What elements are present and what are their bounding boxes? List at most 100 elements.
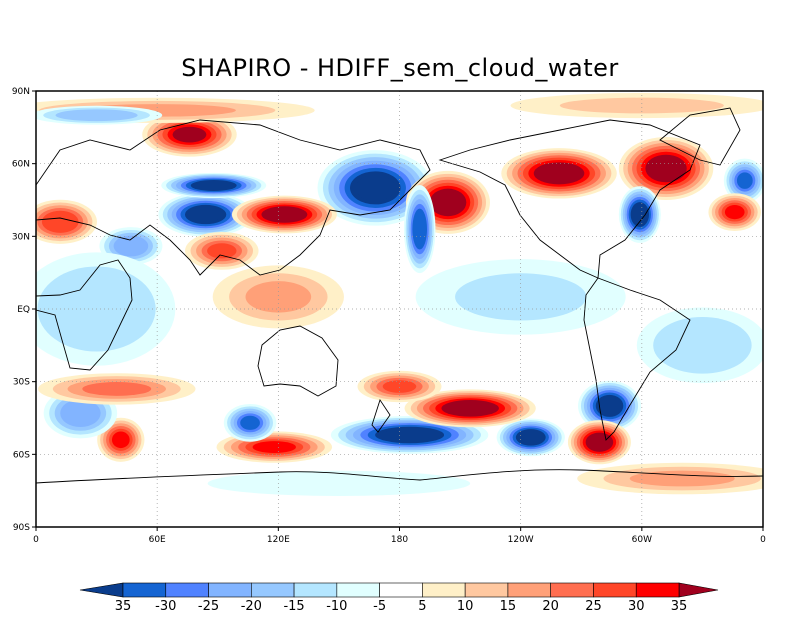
coastline-south-america <box>583 277 691 441</box>
y-tick-label: 60S <box>13 450 30 460</box>
coastline-eurasia <box>36 119 431 276</box>
colorbar-swatch <box>422 582 466 598</box>
colorbar-swatch <box>208 582 252 598</box>
colorbar-swatch <box>593 582 637 598</box>
contour-level <box>266 208 303 222</box>
contour-feature <box>158 192 253 237</box>
contour-feature <box>330 416 489 454</box>
contour-feature <box>357 370 442 403</box>
coastline-north-america <box>438 119 701 279</box>
colorbar-label: -25 <box>198 599 219 614</box>
colorbar: 35 -30 -25 -20 -15 -10 -5 5 10 15 20 25 30 35 <box>79 582 719 614</box>
y-tick-label: 30N <box>12 232 30 242</box>
contour-level <box>245 281 312 313</box>
colorbar-swatch <box>165 582 209 598</box>
colorbar-label: 35 <box>671 599 688 614</box>
contour-feature <box>36 105 163 125</box>
contour-level <box>195 181 232 190</box>
colorbar-label: 5 <box>418 599 426 614</box>
contour-feature <box>36 199 97 244</box>
y-tick-label: 90S <box>13 523 30 533</box>
contour-level <box>207 243 237 259</box>
contour-feature <box>212 265 344 329</box>
y-tick-label: EQ <box>17 305 30 315</box>
colorbar-label: -15 <box>283 599 304 614</box>
contour-level <box>539 164 579 183</box>
contour-level <box>455 273 587 321</box>
contour-feature <box>207 470 471 496</box>
x-tick-label: 0 <box>760 535 766 545</box>
colorbar-swatch <box>336 582 380 598</box>
contour-level <box>598 397 621 415</box>
contour-level <box>629 470 735 487</box>
colorbar-over-triangle <box>678 582 719 598</box>
chart-title: SHAPIRO - HDIFF_sem_cloud_water <box>181 54 619 82</box>
colorbar-label: 35 <box>115 599 132 614</box>
contour-feature <box>403 184 436 274</box>
contour-feature <box>231 195 337 234</box>
contour-feature <box>317 150 434 226</box>
contour-level <box>46 213 75 231</box>
contour-level <box>433 191 463 214</box>
x-tick-label: 180 <box>391 535 408 545</box>
contour-level <box>736 172 753 189</box>
colorbar-swatch <box>293 582 338 598</box>
contour-feature <box>97 417 145 462</box>
colorbar-label: -5 <box>373 599 386 614</box>
contour-feature <box>404 389 536 428</box>
contour-level <box>65 403 96 424</box>
colorbar-under-triangle <box>79 582 124 598</box>
contour-level <box>669 326 736 365</box>
contour-feature <box>578 380 642 432</box>
contour-feature <box>510 92 763 119</box>
contour-level <box>82 382 152 396</box>
colorbar-label: 15 <box>500 599 517 614</box>
colorbar-label: 30 <box>628 599 645 614</box>
contour-level <box>252 441 296 453</box>
coastline-australia <box>257 325 339 397</box>
contour-level <box>118 238 144 254</box>
x-tick-label: 0 <box>33 535 39 545</box>
contour-feature <box>496 418 565 457</box>
colorbar-swatch <box>122 582 167 598</box>
contour-feature <box>567 420 631 465</box>
colorbar-label: 20 <box>542 599 559 614</box>
x-tick-label: 60W <box>632 535 652 545</box>
contour-level <box>67 111 126 120</box>
y-tick-label: 60N <box>12 160 30 170</box>
x-tick-label: 60E <box>149 535 166 545</box>
contour-level <box>559 97 724 114</box>
contour-feature <box>223 403 277 442</box>
colorbar-swatch <box>635 582 680 598</box>
coastline-antarctica <box>36 469 763 484</box>
contour-level <box>414 213 426 245</box>
y-tick-label: 30S <box>13 378 30 388</box>
contour-level <box>382 380 417 393</box>
y-tick-label: 90N <box>12 87 30 97</box>
colorbar-swatch <box>464 582 509 598</box>
colorbar-swatch <box>550 582 594 598</box>
coastline-africa <box>36 259 133 371</box>
colorbar-label: 25 <box>585 599 602 614</box>
contour-level <box>111 431 130 449</box>
colorbar-swatch <box>507 582 551 598</box>
colorbar-label: -20 <box>241 599 262 614</box>
colorbar-label: -30 <box>155 599 176 614</box>
contour-feature <box>618 186 661 243</box>
contour-feature <box>38 373 196 405</box>
contour-level <box>447 401 493 415</box>
colorbar-label: 10 <box>457 599 474 614</box>
colorbar-label: -10 <box>326 599 347 614</box>
x-tick-label: 120W <box>508 535 534 545</box>
contour-level <box>724 205 745 220</box>
contour-level <box>382 428 437 442</box>
contour-level <box>632 204 648 225</box>
contour-feature <box>501 148 617 199</box>
coastlines <box>36 107 763 484</box>
contour-feature <box>636 307 763 384</box>
contour-feature <box>185 231 259 270</box>
contour-level <box>240 415 260 430</box>
contour-feature <box>708 193 761 232</box>
coastline-new-zealand <box>371 398 391 433</box>
